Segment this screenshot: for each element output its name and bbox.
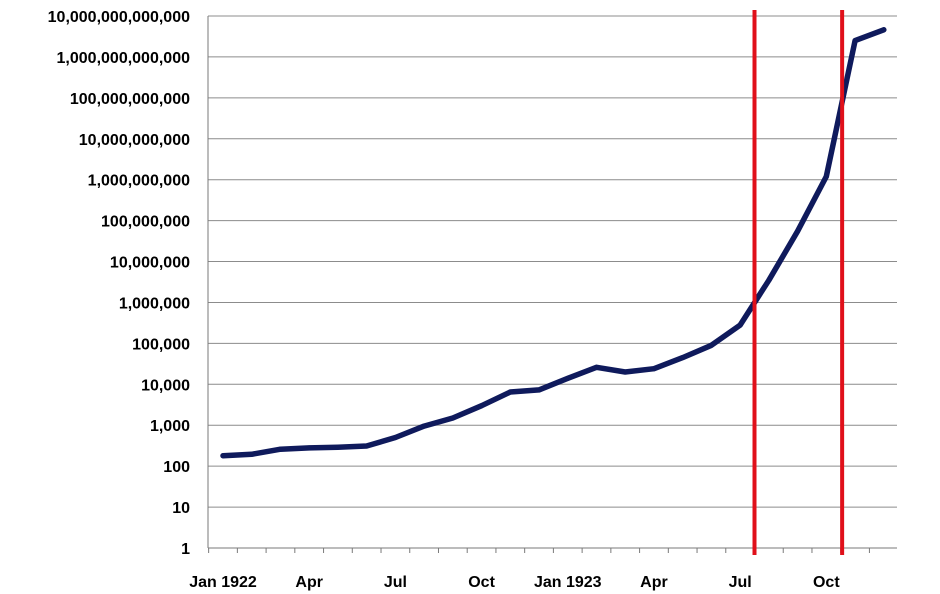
y-tick-label: 1,000,000,000: [88, 173, 190, 190]
data-point: [680, 355, 686, 361]
y-tick-label: 10,000,000,000,000: [48, 9, 190, 26]
y-tick-label: 1: [181, 541, 190, 558]
x-tick-label: Jul: [729, 574, 752, 591]
data-point: [708, 342, 714, 348]
data-point: [795, 228, 801, 234]
grid-lines: [208, 15, 897, 508]
data-point: [536, 387, 542, 393]
y-tick-label: 100,000,000,000: [70, 91, 190, 108]
data-point: [766, 277, 772, 283]
y-tick-label: 1,000: [150, 418, 190, 435]
y-tick-label: 100: [163, 459, 190, 476]
annotations: [752, 10, 845, 555]
y-axis-labels: 1 10 100 1,000 10,000 100,000 1,000,000 10,000,…: [48, 9, 190, 558]
series-line: [220, 27, 887, 459]
axes: [207, 16, 897, 549]
data-point: [651, 366, 657, 372]
data-point: [881, 27, 887, 33]
data-point: [507, 389, 513, 395]
y-tick-label: 1,000,000,000,000: [57, 50, 191, 67]
data-point: [364, 443, 370, 449]
data-point: [335, 444, 341, 450]
data-point: [479, 403, 485, 409]
data-point: [593, 364, 599, 370]
data-point: [622, 369, 628, 375]
data-point: [306, 445, 312, 451]
series-group: [220, 27, 887, 459]
x-tick-label: Oct: [813, 574, 840, 591]
y-tick-label: 100,000: [132, 336, 190, 353]
x-tick-label: Jul: [384, 574, 407, 591]
data-point: [392, 435, 398, 441]
data-point: [249, 451, 255, 457]
x-tick-label: Apr: [640, 574, 668, 591]
y-tick-label: 100,000,000: [101, 214, 190, 231]
x-tick-label: Oct: [468, 574, 495, 591]
data-point: [450, 415, 456, 421]
y-tick-label: 10,000: [141, 377, 190, 394]
x-axis-ticks: [208, 548, 870, 553]
data-point: [421, 423, 427, 429]
data-point: [852, 38, 858, 44]
data-point: [565, 375, 571, 381]
data-point: [220, 453, 226, 459]
x-tick-label: Jan 1922: [189, 574, 257, 591]
y-tick-label: 10,000,000,000: [79, 132, 190, 149]
y-tick-label: 10: [172, 500, 190, 517]
x-tick-label: Apr: [295, 574, 323, 591]
data-point: [823, 173, 829, 179]
x-tick-label: Jan 1923: [534, 574, 602, 591]
x-axis-labels: Jan 1922 Apr Jul Oct Jan 1923 Apr Jul Oct: [189, 574, 840, 591]
data-point: [277, 446, 283, 452]
y-tick-label: 10,000,000: [110, 255, 190, 272]
data-point: [737, 322, 743, 328]
y-tick-label: 1,000,000: [119, 295, 190, 312]
